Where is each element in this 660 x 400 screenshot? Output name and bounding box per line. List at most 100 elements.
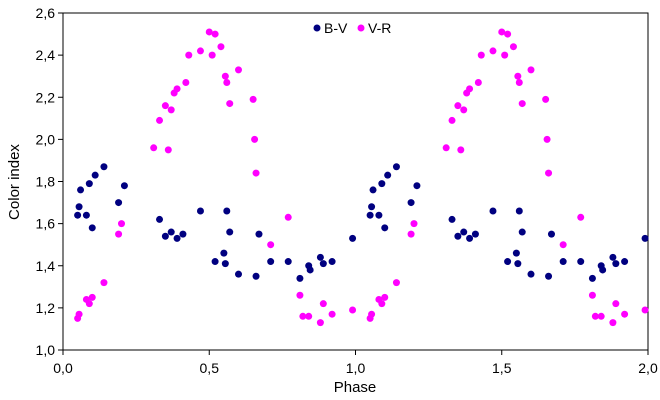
data-point-bv [319,260,327,268]
data-point-bv [448,215,456,223]
legend-label-vr: V-R [368,20,391,36]
data-point-vr [208,51,216,59]
data-point-vr [489,47,497,55]
data-point-bv [173,234,181,242]
data-point-vr [75,310,83,318]
x-tick-label: 0,5 [200,360,220,376]
data-point-vr [509,43,517,51]
data-point-bv [471,230,479,238]
data-point-bv [612,260,620,268]
data-point-bv [384,171,392,179]
data-point-vr [577,213,585,221]
data-point-bv [120,182,128,190]
data-point-bv [77,186,85,194]
y-tick-label: 2,4 [36,47,56,63]
y-tick-label: 1,6 [36,216,56,232]
y-tick-label: 1,2 [36,300,56,316]
data-point-vr [612,300,620,308]
data-point-vr [515,79,523,87]
data-point-vr [527,66,535,74]
data-point-bv [378,180,386,188]
data-point-bv [85,180,93,188]
data-point-bv [75,203,83,211]
y-tick-label: 1,8 [36,174,56,190]
data-point-vr [185,51,193,59]
data-point-bv [235,270,242,278]
data-point-vr [328,310,336,318]
data-point-vr [167,106,175,114]
data-point-vr [410,220,418,228]
data-point-bv [91,171,99,179]
data-point-bv [504,258,512,266]
data-point-vr [211,30,219,38]
data-point-vr [518,100,526,108]
data-point-bv [512,249,520,257]
data-point-bv [316,253,324,261]
data-point-bv [284,258,292,266]
y-tick-label: 2,2 [36,89,56,105]
plot-area-frame [62,12,649,351]
data-point-bv [255,230,263,238]
data-point-vr [368,310,376,318]
data-point-vr [559,241,567,249]
y-axis-title: Color index [6,144,23,220]
data-point-bv [328,258,336,266]
data-point-vr [115,230,123,238]
data-point-vr [545,169,553,177]
data-point-bv [621,258,629,266]
data-point-bv [599,266,607,274]
data-point-bv [466,234,474,242]
data-point-vr [641,306,649,314]
data-point-vr [477,51,485,59]
data-point-vr [514,72,522,80]
data-point-bv [588,274,596,282]
axis-ticks: 0,0 0,5 1,0 1,5 2,0 1,0 1,2 1,4 1,6 1,8 2,0 2,2 2,4 2… [36,5,658,376]
data-point-vr [249,95,257,103]
data-point-vr [457,146,465,154]
data-point-bv [74,211,82,219]
data-point-bv [252,272,260,280]
data-point-vr [454,102,462,110]
data-point-vr [504,30,512,38]
data-point-bv [366,211,374,219]
data-point-vr [251,135,259,143]
data-point-bv [296,274,304,282]
data-point-vr [349,306,357,314]
data-point-vr [221,72,229,80]
data-point-bv [221,260,229,268]
data-point-vr [156,116,164,124]
data-point-vr [173,85,181,93]
data-point-vr [319,300,327,308]
legend-marker-bv [313,24,321,32]
data-point-vr [474,79,482,87]
data-point-vr [448,116,456,124]
data-point-vr [284,213,292,221]
y-tick-label: 2,6 [36,5,56,21]
data-point-vr [460,106,468,114]
data-point-vr [252,169,260,177]
data-point-bv [82,211,90,219]
data-point-vr [226,100,234,108]
data-point-vr [588,291,596,299]
data-point-bv [518,228,526,236]
data-point-vr [296,291,304,299]
data-point-vr [182,79,190,87]
data-point-bv [577,258,585,266]
data-point-vr [118,220,125,228]
data-point-bv [349,234,357,242]
data-point-bv [220,249,228,257]
data-point-vr [442,144,450,152]
data-point-vr [299,312,307,320]
data-point-bv [369,186,377,194]
x-tick-label: 0,0 [53,360,73,376]
data-point-bv [609,253,617,261]
data-point-bv [88,224,96,232]
y-tick-label: 2,0 [36,131,56,147]
data-point-bv [545,272,553,280]
data-point-vr [100,279,108,287]
data-point-bv [407,199,415,207]
data-point-vr [381,293,389,301]
data-point-bv [267,258,275,266]
data-point-vr [316,319,324,327]
data-point-bv [375,211,383,219]
